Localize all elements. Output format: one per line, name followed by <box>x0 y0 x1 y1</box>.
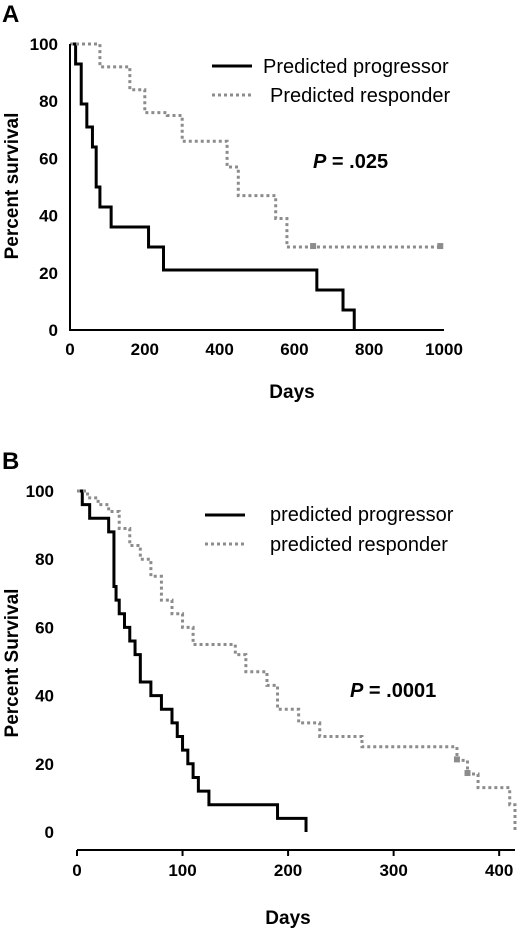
x-tick-label: 0 <box>72 861 81 880</box>
y-tick-label: 60 <box>35 618 54 637</box>
x-tick-label: 0 <box>65 340 74 359</box>
y-tick-label: 20 <box>39 264 58 283</box>
p-symbol: P <box>313 151 327 173</box>
panel-b-x-axis-title: Days <box>265 908 310 929</box>
legend-label-progressor: Predicted progressor <box>263 56 449 78</box>
y-tick-label: 0 <box>45 823 54 842</box>
panel-b-series <box>77 489 517 832</box>
x-tick-label: 1000 <box>425 340 463 359</box>
panel-b-p-value: P = .0001 <box>350 680 436 702</box>
panel-b-label: B <box>2 448 19 475</box>
panel-a-series <box>70 42 444 330</box>
y-tick-label: 20 <box>35 755 54 774</box>
progressor-survival-curve <box>70 42 356 330</box>
panel-a-axes <box>69 44 444 331</box>
p-value: = .025 <box>326 151 388 173</box>
responder-survival-curve <box>70 42 441 249</box>
x-tick-label: 600 <box>280 340 308 359</box>
y-tick-label: 0 <box>49 321 58 340</box>
y-tick-label: 100 <box>26 482 54 501</box>
y-tick-label: 60 <box>39 149 58 168</box>
y-tick-label: 40 <box>39 207 58 226</box>
x-tick-label: 200 <box>274 861 302 880</box>
x-tick-label: 200 <box>131 340 159 359</box>
responder-survival-curve <box>77 489 517 832</box>
panel-b: B Percent Survival Days 0 20 40 60 80 100 0 100… <box>2 448 517 929</box>
progressor-survival-curve <box>77 489 308 832</box>
legend-label-responder: Predicted responder <box>270 85 450 107</box>
legend-label-responder: predicted responder <box>270 534 448 556</box>
censor-mark <box>310 243 317 250</box>
censor-mark <box>437 243 444 250</box>
censor-mark <box>453 756 460 763</box>
panel-b-y-axis-title: Percent Survival <box>2 589 23 738</box>
p-symbol: P <box>350 680 364 702</box>
panel-b-legend: predicted progressor predicted responder <box>205 504 454 556</box>
panel-a-p-value: P = .025 <box>313 151 388 173</box>
panel-b-ticks: 0 20 40 60 80 100 0 100 200 300 400 <box>26 482 514 880</box>
y-tick-label: 80 <box>39 92 58 111</box>
censor-mark <box>464 770 471 777</box>
x-tick-label: 300 <box>379 861 407 880</box>
panel-a-label: A <box>2 1 19 28</box>
p-value: = .0001 <box>363 680 436 702</box>
y-tick-label: 40 <box>35 687 54 706</box>
x-tick-label: 400 <box>485 861 513 880</box>
x-tick-label: 100 <box>168 861 196 880</box>
x-tick-label: 800 <box>355 340 383 359</box>
y-tick-label: 80 <box>35 550 54 569</box>
panel-a-y-axis-title: Percent survival <box>2 113 23 260</box>
panel-a-legend: Predicted progressor Predicted responder <box>212 56 450 107</box>
panel-a-x-axis-title: Days <box>269 382 314 403</box>
legend-label-progressor: predicted progressor <box>270 504 454 526</box>
x-tick-label: 400 <box>205 340 233 359</box>
y-tick-label: 100 <box>30 35 58 54</box>
